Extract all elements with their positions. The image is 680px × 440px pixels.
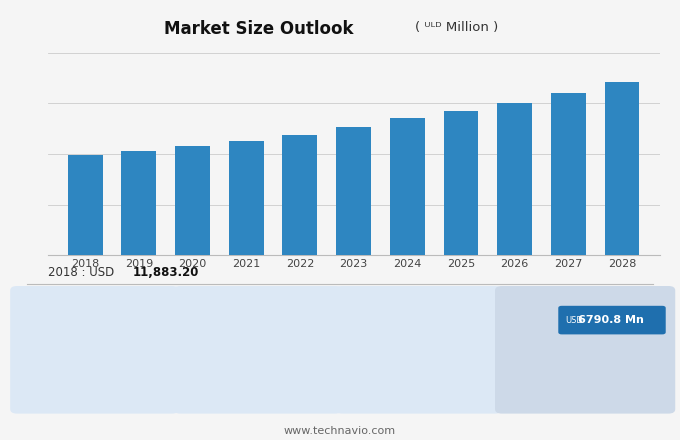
Text: Year-over-Year
growth rate of 2024: Year-over-Year growth rate of 2024 [25, 374, 129, 398]
Bar [534, 321, 543, 348]
Bar [336, 127, 371, 255]
Text: www.technavio.com: www.technavio.com [284, 425, 396, 436]
Text: 6.89%: 6.89% [56, 325, 109, 340]
Bar [513, 348, 522, 386]
Bar [443, 110, 479, 255]
Text: 2023: 2023 [506, 390, 529, 399]
Bar [605, 82, 639, 255]
Bar [175, 147, 210, 255]
Text: CAGR 2023-2028: CAGR 2023-2028 [188, 370, 277, 381]
Text: 11,883.20: 11,883.20 [133, 266, 199, 279]
Text: ACCELERATING: ACCELERATING [393, 326, 486, 336]
Bar [24, 351, 29, 361]
Bar [68, 155, 103, 255]
Bar [188, 351, 192, 361]
Bar [497, 103, 532, 255]
Bar [202, 335, 207, 361]
Text: Market size
growth: Market size growth [562, 351, 621, 375]
Bar [195, 343, 200, 361]
Text: 2018 : USD: 2018 : USD [48, 266, 121, 279]
Bar [228, 141, 264, 255]
Bar [39, 335, 44, 361]
Text: 7.57%: 7.57% [220, 325, 273, 340]
Text: Growth Momentum: Growth Momentum [350, 370, 451, 381]
Text: 6790.8 Mn: 6790.8 Mn [578, 315, 644, 325]
Bar [32, 343, 37, 361]
Bar [209, 327, 214, 361]
Text: ( ᵁᴸᴰ Million ): ( ᵁᴸᴰ Million ) [415, 21, 498, 34]
Bar [390, 118, 425, 255]
Text: Market Size Outlook: Market Size Outlook [164, 20, 353, 38]
Bar [122, 151, 156, 255]
Text: 2028: 2028 [527, 390, 549, 399]
Bar [551, 93, 585, 255]
Text: USD: USD [565, 315, 583, 325]
Bar [282, 135, 318, 255]
Bar [46, 327, 51, 361]
Bar [534, 348, 543, 386]
